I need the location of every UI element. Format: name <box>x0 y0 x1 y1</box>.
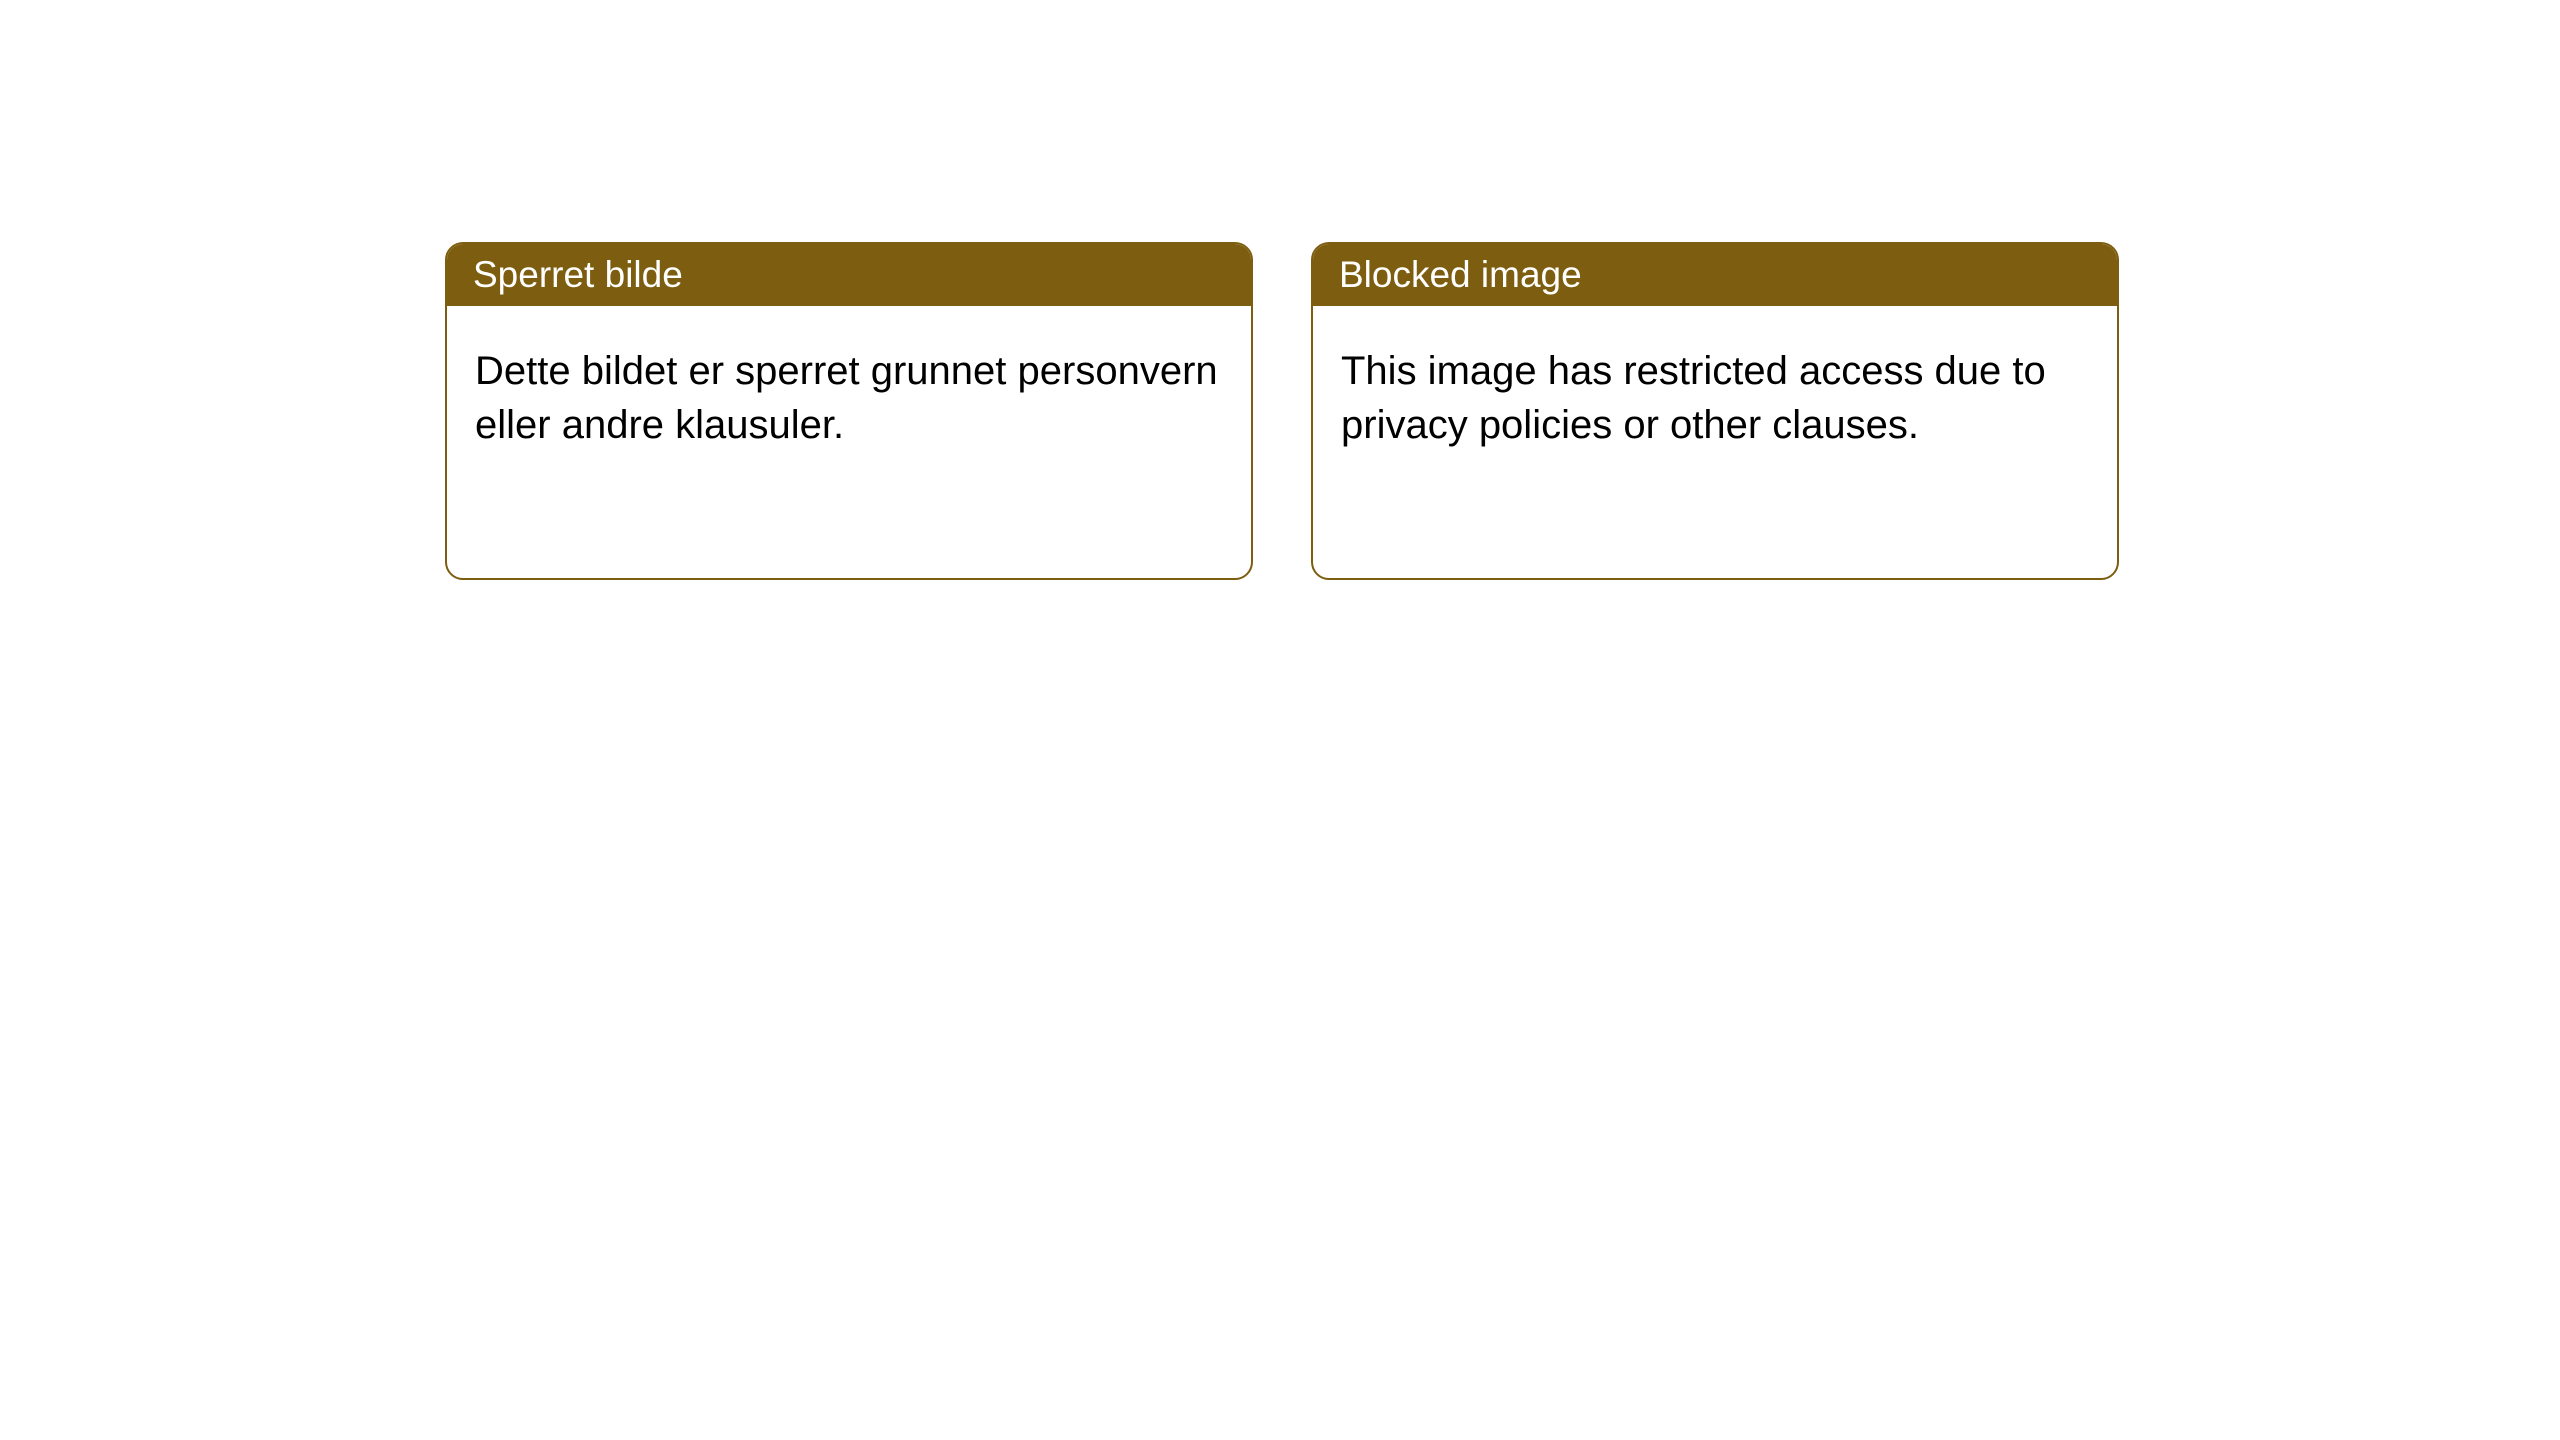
notice-body-text: Dette bildet er sperret grunnet personve… <box>475 349 1218 447</box>
notice-body-text: This image has restricted access due to … <box>1341 349 2046 447</box>
notice-container: Sperret bilde Dette bildet er sperret gr… <box>0 0 2560 580</box>
notice-header: Sperret bilde <box>447 244 1251 306</box>
notice-header: Blocked image <box>1313 244 2117 306</box>
notice-box-norwegian: Sperret bilde Dette bildet er sperret gr… <box>445 242 1253 580</box>
notice-title: Sperret bilde <box>473 254 683 295</box>
notice-box-english: Blocked image This image has restricted … <box>1311 242 2119 580</box>
notice-title: Blocked image <box>1339 254 1582 295</box>
notice-body: Dette bildet er sperret grunnet personve… <box>447 306 1251 490</box>
notice-body: This image has restricted access due to … <box>1313 306 2117 490</box>
